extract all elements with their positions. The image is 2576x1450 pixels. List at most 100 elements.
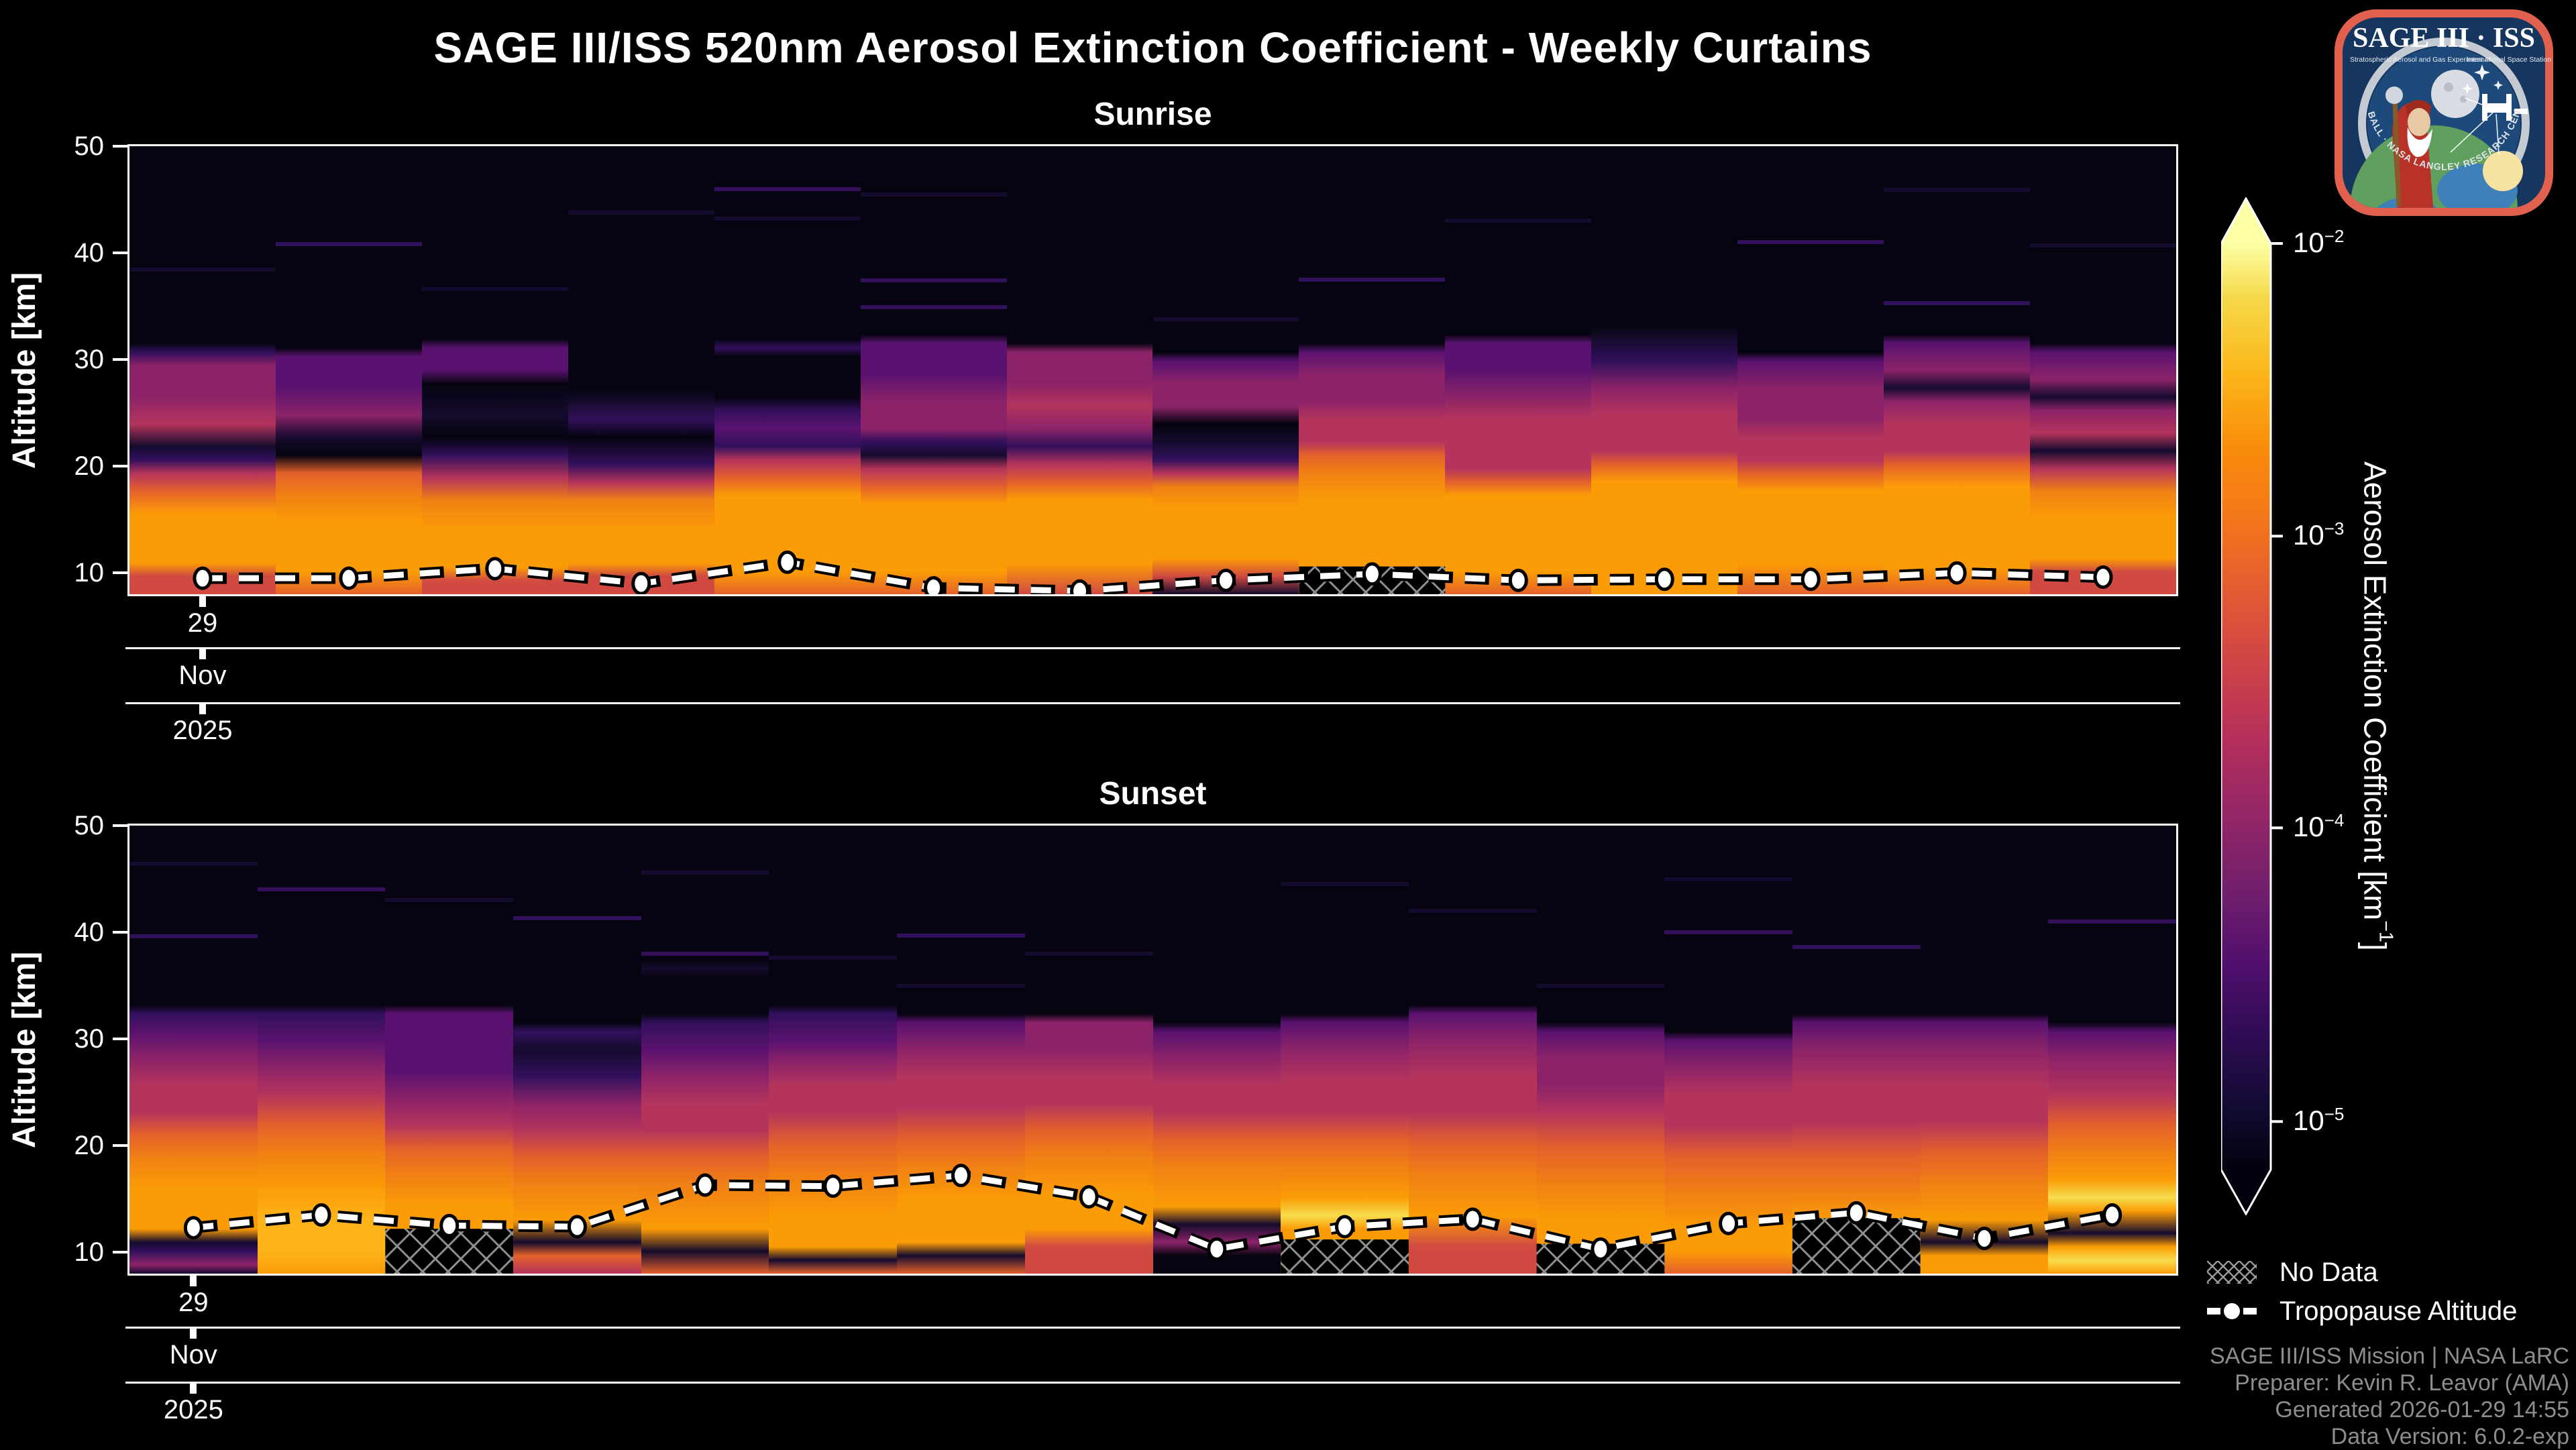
patch-stars [2462,64,2503,94]
heatmap-column [1299,146,1446,594]
sunset-heatmap [127,824,2178,1276]
y-tick-label: 20 [74,451,105,482]
heatmap-column [860,146,1007,594]
y-tick-mark [113,824,127,827]
x-tick [190,1329,197,1339]
y-tick-label: 40 [74,238,105,268]
heatmap-streak [860,305,1007,310]
colorbar-tick-label: 10−5 [2293,1104,2345,1137]
heatmap-streak [897,983,1025,988]
colorbar-tick-marks [2271,242,2283,1123]
heatmap-column [1884,146,2030,594]
heatmap-streak [275,242,422,247]
heatmap-streak [1664,877,1792,881]
date-separator [125,1327,2180,1329]
heatmap-streak [1408,909,1537,913]
heatmap-column [1445,146,1592,594]
heatmap-columns [129,826,2176,1274]
heatmap-streak [641,870,769,875]
heatmap-column [568,146,714,594]
colorbar [2220,196,2284,1217]
attribution-line: SAGE III/ISS Mission | NASA LaRC [2209,1343,2569,1369]
heatmap-streak [1792,945,1921,950]
x-tick [199,704,206,714]
legend-tropopause-label: Tropopause Altitude [2279,1296,2518,1326]
sunrise-heatmap [127,144,2178,596]
y-tick-mark [113,358,127,361]
attribution-line: Generated 2026-01-29 14:55 [2275,1397,2569,1423]
colorbar-gradient [2220,196,2272,1217]
tropopause-line-icon [2207,1303,2257,1319]
x-tick-month: Nov [169,1340,217,1370]
heatmap-streak [1536,983,1665,988]
heatmap-column [1024,826,1153,1274]
heatmap-column [129,826,258,1274]
patch-moon [2431,70,2479,118]
heatmap-column [1737,146,1884,594]
heatmap-streak [769,956,898,960]
heatmap-column [641,826,769,1274]
x-tick [199,596,206,607]
y-tick-mark [113,1251,127,1254]
heatmap-streak [714,186,861,191]
legend-no-data-label: No Data [2279,1257,2378,1287]
patch-subtitle-left: Stratospheric Aerosol and Gas Experiment… [2350,56,2491,64]
heatmap-streak [385,898,514,903]
heatmap-streak [641,951,769,956]
heatmap-column [2029,146,2176,594]
heatmap-column [513,826,641,1274]
heatmap-column [2048,826,2176,1274]
patch-subtitle-right: International Space Station [2467,56,2551,64]
heatmap-streak [860,192,1007,197]
y-tick-label: 30 [74,345,105,375]
attribution: SAGE III/ISS Mission | NASA LaRC Prepare… [1966,1343,2569,1450]
heatmap-column [275,146,422,594]
heatmap-streak [1152,317,1299,321]
attribution-line: Data Version: 6.0.2-exp [2330,1424,2569,1449]
heatmap-streak [1445,219,1592,223]
heatmap-streak [860,278,1007,283]
heatmap-streak [2048,919,2176,924]
y-tick-label: 50 [74,131,105,161]
heatmap-streak [1884,188,2031,192]
y-tick-mark [113,931,127,934]
date-separator [125,702,2180,704]
heatmap-column [385,826,514,1274]
heatmap-column [1006,146,1153,594]
patch-title: SAGE III · ISS [2353,23,2535,54]
heatmap-column [421,146,568,594]
x-tick-day: 29 [187,608,218,638]
date-separator [125,1382,2180,1384]
heatmap-column [769,826,898,1274]
sunset-panel-title: Sunset [1099,776,1207,812]
patch-sun [2483,151,2523,191]
heatmap-column [1408,826,1537,1274]
heatmap-streak [1299,277,1446,282]
x-tick-day: 29 [178,1288,209,1317]
heatmap-streak [129,934,258,939]
x-tick-month: Nov [178,661,227,690]
heatmap-streak [1884,300,2031,305]
y-tick-label: 50 [74,811,105,840]
heatmap-streak [513,916,641,921]
patch-iss [2482,94,2528,121]
y-tick-mark [113,1144,127,1148]
x-tick [199,649,206,659]
heatmap-streak [421,287,568,292]
colorbar-tick-label: 10−2 [2293,226,2345,258]
heatmap-streak [129,268,276,272]
y-tick-label: 40 [74,917,105,948]
colorbar-axis-label: Aerosol Extinction Coefficient [km−1] [2357,461,2397,951]
y-tick-mark [113,145,127,148]
heatmap-streak [1737,240,1884,245]
heatmap-column [257,826,386,1274]
heatmap-column [1591,146,1738,594]
heatmap-column [129,146,276,594]
heatmap-streak [714,217,861,221]
heatmap-streak [1664,930,1792,935]
no-data-hatch-icon [2207,1261,2257,1284]
legend-row-tropopause: Tropopause Altitude [2207,1292,2575,1331]
y-tick-mark [113,252,127,255]
heatmap-column [714,146,861,594]
heatmap-streak [129,862,258,867]
